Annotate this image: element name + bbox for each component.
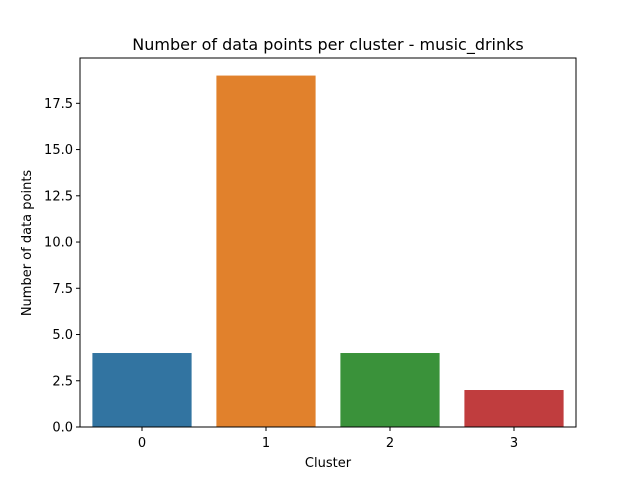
y-tick-label: 15.0 [44,143,73,158]
bar-cluster-2 [340,353,440,427]
y-tick-label: 5.0 [52,328,73,343]
y-axis: 0.0 2.5 5.0 7.5 10.0 12.5 15.0 17.5 [44,97,80,436]
y-tick-label: 2.5 [52,374,73,389]
x-tick-label-2: 2 [386,436,394,451]
y-tick-label: 17.5 [44,97,73,112]
plot-frame [79,57,577,428]
y-tick-label: 0.0 [52,421,73,436]
x-axis: 0 1 2 3 [138,427,518,451]
bar-cluster-1 [216,75,316,428]
y-tick-label: 10.0 [44,236,73,251]
x-tick-label-0: 0 [138,436,146,451]
bar-cluster-3 [464,390,564,427]
bar-cluster-0 [92,353,192,427]
y-tick-label: 7.5 [52,282,73,297]
x-tick-label-3: 3 [510,436,518,451]
x-tick-label-1: 1 [262,436,270,451]
y-axis-label: Number of data points [20,170,35,317]
x-axis-label: Cluster [305,456,352,471]
bars-group [92,75,564,428]
chart-title: Number of data points per cluster - musi… [132,35,523,55]
y-tick-label: 12.5 [44,189,73,204]
